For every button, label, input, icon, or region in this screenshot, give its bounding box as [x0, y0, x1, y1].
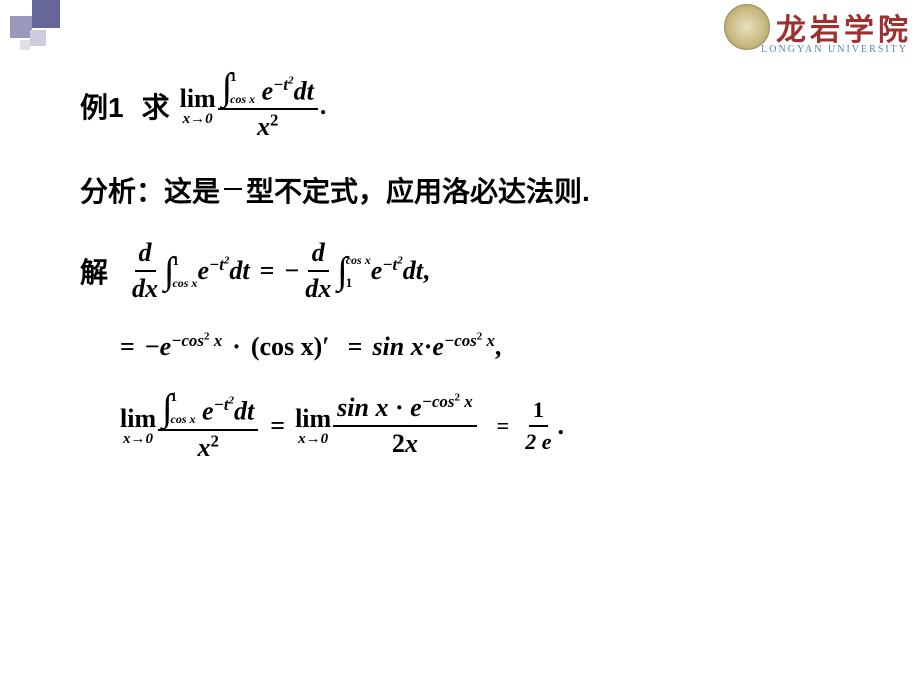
solution-label: 解 [80, 251, 108, 291]
fraction: ∫ 1 cos x e−t2dt x2 [158, 390, 258, 462]
ddx-fraction: d dx [128, 238, 162, 304]
example-prompt: 求 [142, 86, 170, 126]
indeterminate-form [224, 176, 242, 204]
example-line: 例1 求 lim x→0 ∫ 1 cos x e−t2dt x2 [80, 70, 880, 142]
limit-operator: lim x→0 [295, 406, 331, 447]
analysis-line: 分析： 这是 型不定式，应用洛必达法则. [80, 170, 880, 210]
ddx-fraction: d dx [301, 238, 335, 304]
university-name: 龙岩学院 [776, 5, 912, 49]
final-answer: 1 2 e [521, 397, 555, 455]
integral: ∫ 1 cos x [222, 70, 255, 105]
slide-content: 例1 求 lim x→0 ∫ 1 cos x e−t2dt x2 [80, 70, 880, 491]
limit-operator: lim x→0 [180, 86, 216, 127]
limit-fraction: ∫ 1 cos x e−t2dt x2 [218, 70, 318, 142]
integral: ∫ 1 cos x [164, 254, 197, 289]
limit-operator: lim x→0 [120, 406, 156, 447]
solution-line-3: lim x→0 ∫ 1 cos x e−t2dt x2 = lim [120, 390, 880, 462]
integral: ∫ 1 cos x [162, 390, 195, 425]
deco-square [10, 16, 32, 38]
example-label: 例1 [80, 86, 124, 126]
corner-decoration [0, 0, 60, 60]
fraction: sin x · e−cos2 x 2x [333, 393, 476, 459]
deco-square [20, 40, 30, 50]
solution-line-1: 解 d dx ∫ 1 cos x e−t2dt = − d dx ∫ cos x… [80, 238, 880, 304]
solution-line-2: = − e−cos2 x · (cos x)′ = sin x · e−cos2… [120, 332, 880, 362]
analysis-label: 分析： [80, 170, 164, 210]
deco-square [32, 0, 60, 28]
university-subtitle: LONGYAN UNIVERSITY [761, 44, 908, 55]
integral: ∫ cos x 1 [337, 254, 370, 289]
deco-square [30, 30, 46, 46]
